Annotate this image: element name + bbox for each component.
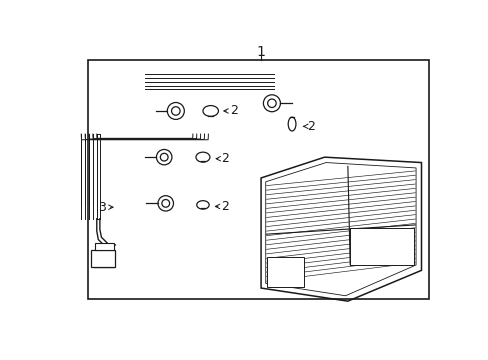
Text: 2: 2: [221, 200, 229, 213]
Text: 2: 2: [230, 104, 238, 117]
FancyBboxPatch shape: [90, 249, 115, 266]
Bar: [266, 257, 303, 287]
Bar: [95, 243, 114, 249]
Text: 2: 2: [307, 120, 315, 133]
Text: 2: 2: [221, 152, 229, 165]
Text: 3: 3: [98, 201, 106, 214]
Bar: [349, 228, 413, 265]
Text: 1: 1: [256, 45, 265, 59]
Bar: [88, 60, 428, 299]
